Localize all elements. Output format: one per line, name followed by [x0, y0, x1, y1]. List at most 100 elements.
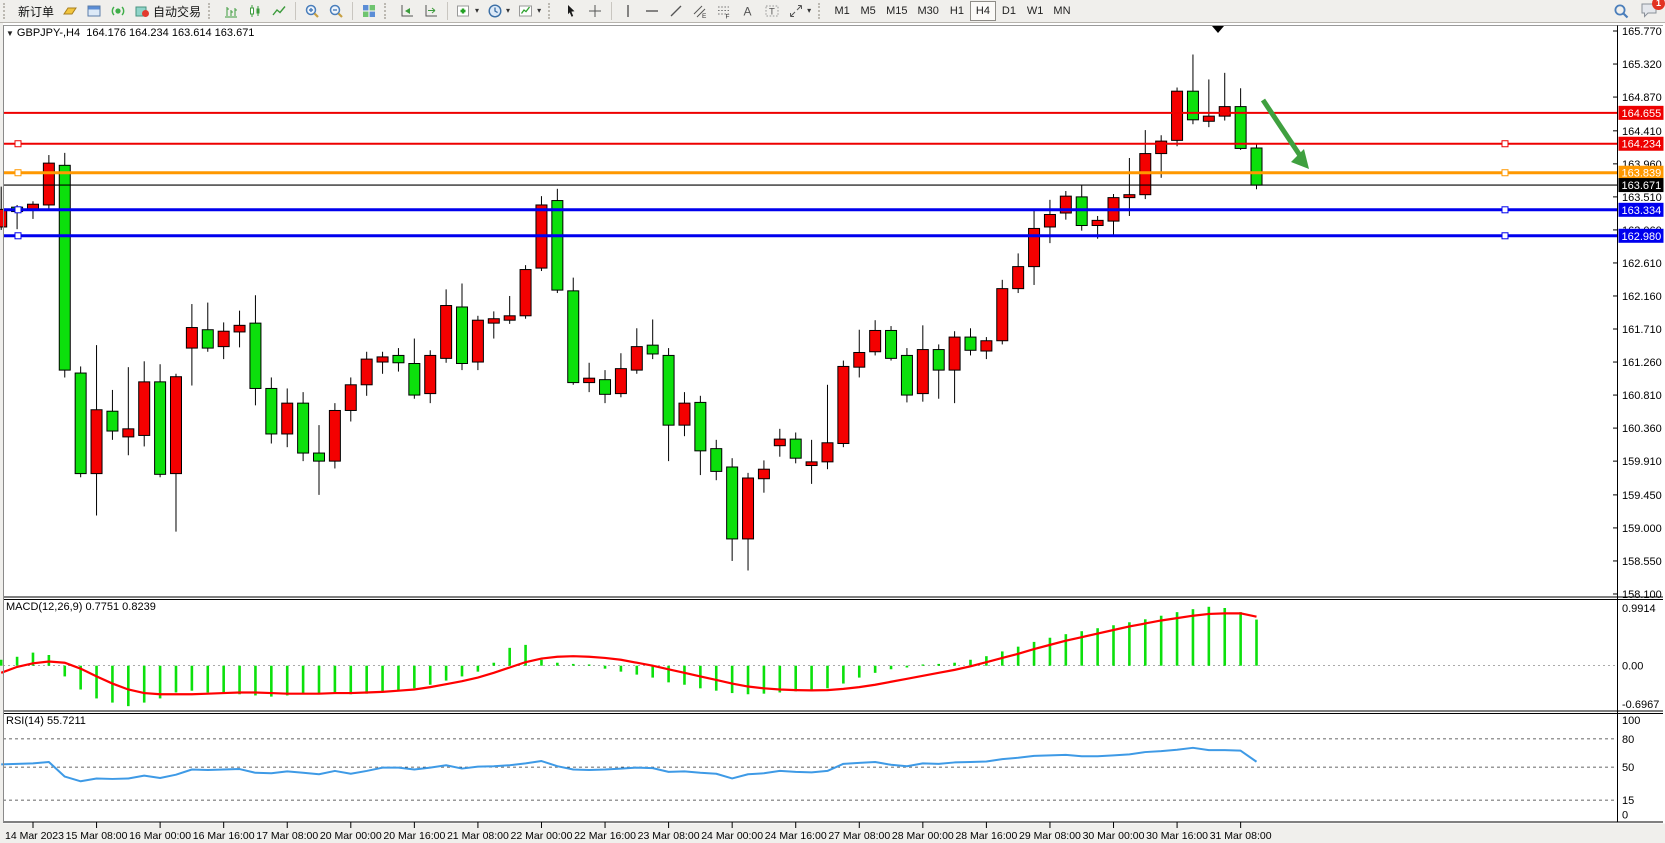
- timeframe-M5[interactable]: M5: [855, 1, 881, 21]
- timeframe-M1[interactable]: M1: [829, 1, 855, 21]
- crosshair-button[interactable]: [583, 1, 607, 21]
- auto-scroll-icon: [401, 5, 414, 17]
- rsi-indicator-label: RSI(14) 55.7211: [6, 715, 86, 727]
- timeframe-W1[interactable]: W1: [1022, 1, 1049, 21]
- date-label: 29 Mar 08:00: [1019, 830, 1081, 842]
- annotation-arrow-shaft[interactable]: [1260, 98, 1304, 159]
- cursor-icon: [568, 5, 575, 17]
- date-label: 28 Mar 16:00: [955, 830, 1017, 842]
- toolbar-grip[interactable]: [208, 3, 214, 19]
- trendline-button[interactable]: [664, 1, 688, 21]
- line-handle[interactable]: [1501, 169, 1509, 177]
- candlestick-button[interactable]: [243, 1, 267, 21]
- price-line-label-text: 163.671: [1622, 180, 1662, 192]
- timeframe-M15[interactable]: M15: [881, 1, 912, 21]
- indicators-button[interactable]: ▾: [452, 1, 483, 21]
- tile-windows-button[interactable]: [357, 1, 381, 21]
- toolbar-grip[interactable]: [384, 3, 390, 19]
- price-tick-label: 159.910: [1622, 456, 1662, 468]
- line-handle[interactable]: [1501, 206, 1509, 214]
- line-chart-button[interactable]: [267, 1, 291, 21]
- symbol-dropdown-icon[interactable]: ▼: [6, 29, 14, 38]
- candle: [1123, 194, 1136, 199]
- timeframe-D1[interactable]: D1: [996, 1, 1022, 21]
- notifications[interactable]: 1: [1640, 0, 1665, 23]
- zoom-in-button[interactable]: [300, 1, 324, 21]
- horizontal-line-button[interactable]: [640, 1, 664, 21]
- bar-chart-icon: [225, 7, 238, 18]
- candle: [932, 349, 945, 371]
- trendline-icon: [670, 5, 682, 17]
- timeframe-H4[interactable]: H4: [969, 1, 996, 21]
- gold-button[interactable]: [58, 1, 82, 21]
- candle: [1218, 106, 1231, 117]
- candle: [487, 318, 500, 324]
- bar-chart-button[interactable]: [219, 1, 243, 21]
- candle: [281, 402, 294, 435]
- candle: [519, 269, 532, 317]
- price-line-label: [1618, 105, 1664, 120]
- signal-button[interactable]: [106, 1, 130, 21]
- price-line-label-text: 163.839: [1622, 168, 1662, 180]
- timeframe-group: M1 M5 M15 M30 H1 H4 D1 W1 MN: [829, 1, 1075, 21]
- text-button[interactable]: A: [736, 1, 760, 21]
- fibonacci-button[interactable]: F: [712, 1, 736, 21]
- date-label: 20 Mar 00:00: [320, 830, 382, 842]
- svg-text:A: A: [744, 5, 752, 19]
- zoom-out-button[interactable]: [324, 1, 348, 21]
- date-label: 24 Mar 00:00: [701, 830, 763, 842]
- periods-button[interactable]: ▾: [483, 1, 514, 21]
- toolbar-grip[interactable]: [3, 3, 9, 19]
- candle: [996, 288, 1009, 342]
- candle: [789, 438, 802, 459]
- chart-shift-button[interactable]: [419, 1, 443, 21]
- toolbar-grip[interactable]: [548, 3, 554, 19]
- svg-text:F: F: [726, 14, 730, 20]
- line-handle[interactable]: [1501, 232, 1509, 240]
- candle: [1171, 90, 1184, 141]
- line-handle[interactable]: [14, 206, 22, 214]
- templates-button[interactable]: ▾: [514, 1, 545, 21]
- timeframe-MN[interactable]: MN: [1048, 1, 1075, 21]
- price-line-label-text: 164.655: [1622, 108, 1662, 120]
- channel-button[interactable]: E: [688, 1, 712, 21]
- search-icon[interactable]: [1613, 3, 1630, 20]
- line-handle[interactable]: [14, 169, 22, 177]
- line-handle[interactable]: [1501, 140, 1509, 148]
- timeframe-H1[interactable]: H1: [944, 1, 970, 21]
- timeframe-M30[interactable]: M30: [913, 1, 944, 21]
- cursor-button[interactable]: [559, 1, 583, 21]
- auto-trading-button[interactable]: 自动交易: [130, 1, 205, 21]
- candle: [297, 402, 310, 454]
- annotation-arrow-head[interactable]: [1291, 149, 1309, 169]
- toolbar-separator: [295, 2, 297, 20]
- auto-scroll-button[interactable]: [395, 1, 419, 21]
- line-chart-icon: [272, 6, 286, 16]
- toolbar: 新订单 自动交易: [0, 0, 1665, 23]
- date-label: 23 Mar 08:00: [638, 830, 700, 842]
- candle: [742, 477, 755, 540]
- macd-axis-label: 0.9914: [1622, 603, 1656, 615]
- price-tick-label: 158.550: [1622, 556, 1662, 568]
- rsi-line: [1, 746, 1258, 783]
- vertical-line-button[interactable]: [616, 1, 640, 21]
- chart-shift-marker[interactable]: [1212, 26, 1224, 33]
- candle: [1043, 214, 1056, 228]
- line-handle[interactable]: [14, 140, 22, 148]
- chart-canvas[interactable]: 165.770165.320164.870164.410163.960163.5…: [0, 23, 1665, 843]
- arrow-shapes-icon: [790, 5, 803, 17]
- text-label-button[interactable]: T: [760, 1, 784, 21]
- toolbar-grip[interactable]: [818, 3, 824, 19]
- tile-windows-icon: [363, 5, 376, 17]
- candle: [948, 336, 961, 371]
- periods-clock-icon: [488, 4, 502, 18]
- price-tick-label: 160.810: [1622, 390, 1662, 402]
- date-axis-strip: [0, 823, 1665, 843]
- date-label: 14 Mar 2023: [5, 830, 64, 842]
- new-order-button[interactable]: 新订单: [14, 1, 58, 21]
- line-handle[interactable]: [14, 232, 22, 240]
- macd-axis-label: 0.00: [1622, 661, 1643, 673]
- toolbar-separator: [611, 2, 613, 20]
- terminal-button[interactable]: [82, 1, 106, 21]
- shapes-button[interactable]: ▾: [784, 1, 815, 21]
